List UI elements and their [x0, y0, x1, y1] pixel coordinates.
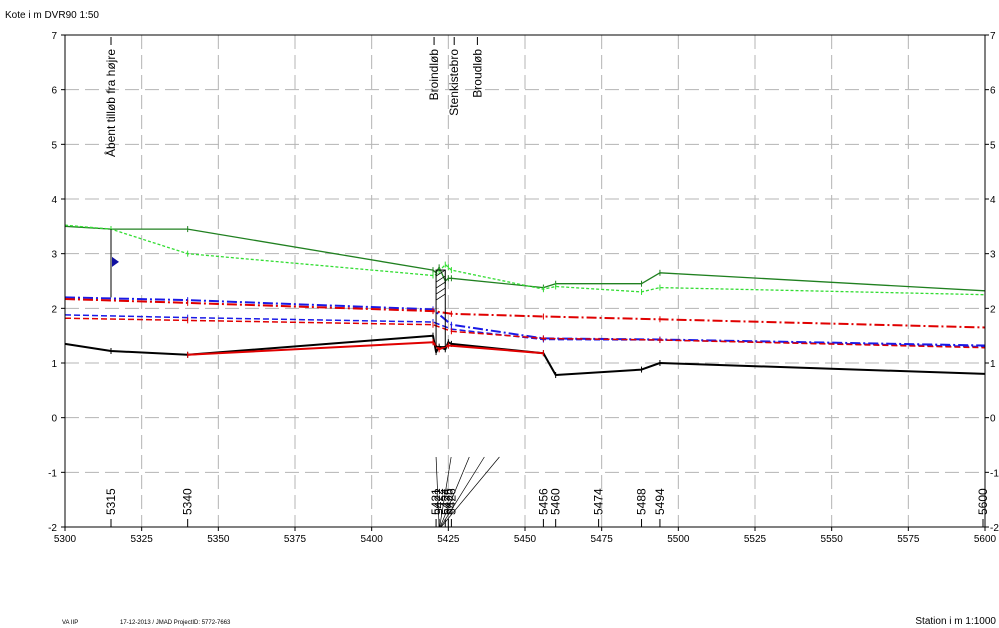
bridge-hatch	[435, 287, 446, 295]
station-label: 5488	[635, 488, 649, 515]
x-tick-label: 5475	[591, 534, 614, 545]
y-tick-label-right: 6	[990, 86, 996, 97]
x-tick-label: 5575	[897, 534, 920, 545]
x-tick-label: 5550	[821, 534, 844, 545]
footer-code: VA IIP	[62, 620, 78, 626]
x-tick-label: 5500	[667, 534, 690, 545]
station-label: 5600	[976, 488, 990, 515]
station-leader	[435, 456, 440, 528]
series-line-bank	[64, 225, 986, 292]
y-tick-label-left: -2	[48, 523, 57, 534]
station-label: 5474	[592, 488, 606, 515]
y-tick-label-right: 1	[990, 359, 996, 370]
x-tick-label: 5300	[54, 534, 77, 545]
x-tick-label: 5600	[974, 534, 997, 545]
x-tick-label: 5350	[207, 534, 230, 545]
y-tick-label-right: 0	[990, 414, 996, 425]
x-tick-label: 5375	[284, 534, 307, 545]
scale-label: Kote i m DVR90 1:50	[5, 10, 99, 21]
annotation-label: Broudløb	[470, 49, 484, 98]
inflow-arrow	[112, 256, 119, 267]
x-tick-label: 5525	[744, 534, 767, 545]
y-tick-label-left: 0	[51, 414, 57, 425]
x-tick-label: 5400	[361, 534, 384, 545]
station-label: 5460	[549, 488, 563, 515]
bridge-hatch	[435, 269, 446, 277]
station-leader	[439, 456, 470, 528]
x-axis-label: Station i m 1:1000	[915, 616, 996, 627]
station-leader	[439, 456, 452, 528]
bridge-hatch	[435, 275, 446, 283]
station-label: 5421	[429, 488, 443, 515]
y-tick-label-right: -2	[990, 523, 999, 534]
x-tick-label: 5450	[514, 534, 537, 545]
y-tick-label-right: 7	[990, 31, 996, 42]
y-tick-label-right: 4	[990, 195, 996, 206]
x-tick-label: 5325	[131, 534, 154, 545]
annotation-label: Broindløb	[427, 49, 441, 101]
y-tick-label-left: 7	[51, 31, 57, 42]
y-tick-label-left: 1	[51, 359, 57, 370]
y-tick-label-left: -1	[48, 468, 57, 479]
annotation-label: Stenkistebro	[447, 49, 461, 116]
series-line-bank2	[64, 224, 986, 296]
annotation-label: Åbent tilløb fra højre	[103, 49, 118, 157]
y-tick-label-right: 3	[990, 250, 996, 261]
station-leader	[440, 456, 485, 528]
y-tick-label-right: -1	[990, 468, 999, 479]
bridge-hatch	[435, 281, 446, 289]
annotations: Åbent tilløb fra højre Broindløb Stenkiste…	[103, 37, 484, 157]
y-tick-label-right: 5	[990, 140, 996, 151]
series-line-red-bed	[187, 341, 544, 356]
y-tick-label-left: 6	[51, 86, 57, 97]
station-label: 5340	[181, 488, 195, 515]
structure-layer	[110, 229, 446, 348]
axis-ticks: 5300 5325 5350 5375 5400 5425 5450 5475 5500 5525…	[48, 31, 999, 545]
bridge-box	[435, 269, 446, 348]
x-tick-label: 5425	[437, 534, 460, 545]
station-leader	[440, 456, 500, 528]
y-tick-label-right: 2	[990, 304, 996, 315]
footer-project-info: 17-12-2013 / JMAD ProjectID: 5772-7663	[120, 620, 231, 626]
station-label: 5456	[536, 488, 550, 515]
grid	[64, 34, 986, 528]
y-tick-label-left: 3	[51, 250, 57, 261]
y-tick-label-left: 4	[51, 195, 57, 206]
y-tick-label-left: 2	[51, 304, 57, 315]
station-label: 5315	[104, 488, 118, 515]
station-label: 5424	[438, 488, 452, 515]
bridge-hatch	[435, 293, 446, 301]
series-layer	[64, 222, 986, 379]
station-label: 5494	[653, 488, 667, 515]
y-tick-label-left: 5	[51, 140, 57, 151]
